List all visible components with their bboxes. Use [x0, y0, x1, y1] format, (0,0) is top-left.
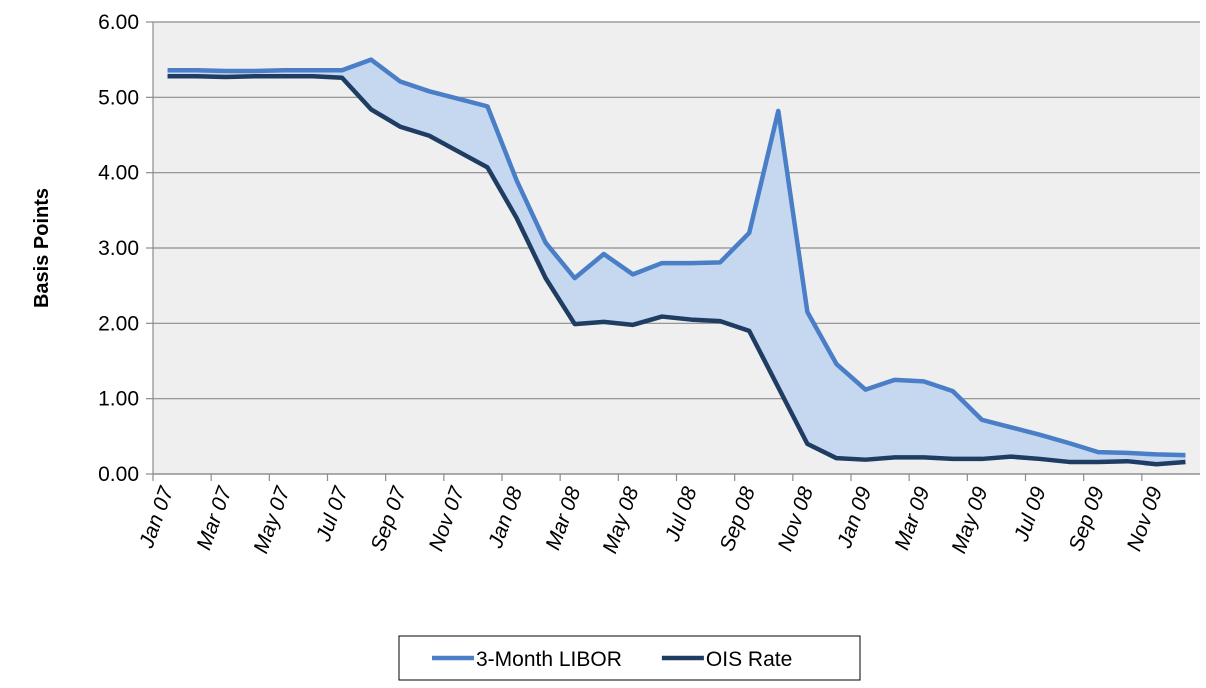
y-tick-label: 3.00: [98, 237, 139, 260]
series-line: [167, 73, 1186, 467]
x-tick-label: Nov 07: [425, 483, 470, 555]
x-tick-label: Mar 07: [192, 483, 236, 554]
x-tick-label: Jan 08: [484, 484, 528, 552]
x-tick-label: Mar 08: [541, 484, 585, 554]
x-tick-label: Jul 08: [661, 484, 702, 546]
x-tick-label: Jan 09: [833, 484, 877, 552]
y-tick-label: 5.00: [98, 86, 139, 109]
y-tick-label: 0.00: [98, 463, 139, 486]
y-tick-label: 1.00: [98, 388, 139, 411]
series-line: [167, 57, 1186, 458]
x-tick-label: May 08: [598, 484, 643, 557]
x-tick-label: Jul 09: [1010, 484, 1051, 546]
x-tick-label: Jul 07: [312, 483, 354, 546]
x-tick-label: May 09: [947, 484, 992, 557]
x-tick-label: Sep 08: [716, 484, 760, 555]
x-tick-label: Nov 09: [1123, 484, 1167, 555]
legend-box: [398, 635, 861, 681]
x-tick-label: May 07: [249, 483, 295, 557]
y-tick-label: 2.00: [98, 312, 139, 335]
x-tick-label: Nov 08: [774, 484, 818, 555]
legend-label: 3-Month LIBOR: [476, 648, 622, 671]
x-tick-label: Mar 09: [890, 484, 934, 554]
x-tick-label: Sep 07: [367, 483, 412, 555]
legend-label: OIS Rate: [706, 648, 792, 671]
x-tick-label: Sep 09: [1065, 484, 1109, 555]
y-axis-label: Basis Points: [31, 188, 53, 308]
y-tick-label: 6.00: [98, 11, 139, 34]
x-tick-label: Jan 07: [135, 483, 179, 552]
y-tick-label: 4.00: [98, 162, 139, 185]
